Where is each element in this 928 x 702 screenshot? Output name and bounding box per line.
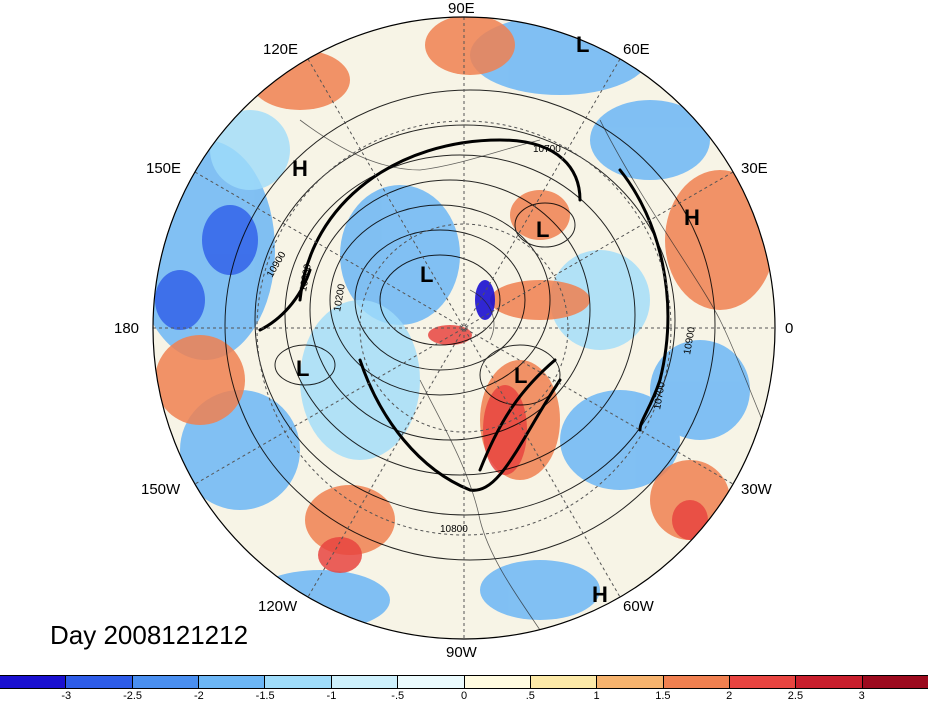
colorbar-tick-label: 2 xyxy=(726,690,733,702)
colorbar-segment xyxy=(265,676,332,688)
colorbar-tick-label: 3 xyxy=(858,690,865,702)
contour-label: 10700 xyxy=(533,144,561,155)
lon-label-180: 180 xyxy=(114,320,140,337)
pressure-centers: L L L L L H H H xyxy=(292,32,700,607)
lon-label-120e: 120E xyxy=(263,41,299,58)
high-center-east: H xyxy=(684,205,700,230)
colorbar-tick-label: -3 xyxy=(61,690,72,702)
colorbar-segment xyxy=(862,676,928,688)
colorbar-tick-label: -1.5 xyxy=(255,690,275,702)
contour-label: 10800 xyxy=(298,263,314,293)
colorbar-segment xyxy=(729,676,797,688)
day-label: Day 2008121212 xyxy=(50,620,249,650)
colorbar-tick-label: 1.5 xyxy=(655,690,671,702)
lon-label-0: 0 xyxy=(785,320,794,337)
lon-label-150w: 150W xyxy=(141,481,181,498)
lon-label-60e: 60E xyxy=(623,41,650,58)
colorbar-tick-label: -2 xyxy=(193,690,204,702)
lon-label-120w: 120W xyxy=(258,598,298,615)
lon-label-30e: 30E xyxy=(741,160,768,177)
lon-label-90e: 90E xyxy=(448,0,475,17)
colorbar-tick-label: 1 xyxy=(593,690,600,702)
low-center-polar: L xyxy=(420,262,433,287)
colorbar-segment xyxy=(530,676,598,688)
colorbar xyxy=(0,675,928,689)
contour-label: 10200 xyxy=(332,283,348,313)
low-center-pacific: L xyxy=(296,356,309,381)
low-center-europe: L xyxy=(536,217,549,242)
colorbar-segment xyxy=(66,676,133,688)
contour-label: 10800 xyxy=(440,524,468,535)
colorbar-segment xyxy=(663,676,730,688)
polar-map: L L L L L H H H 10700 10900 10800 10200 … xyxy=(152,16,776,640)
high-center-asia: H xyxy=(292,156,308,181)
lon-label-60w: 60W xyxy=(623,598,654,615)
low-center-atlantic: L xyxy=(514,363,527,388)
colorbar-tick-label: 2.5 xyxy=(787,690,804,702)
colorbar-segment xyxy=(398,676,465,688)
colorbar-segment xyxy=(0,676,67,688)
lon-label-90w: 90W xyxy=(446,644,477,661)
map-boundary xyxy=(152,16,776,640)
graticule xyxy=(153,17,775,639)
colorbar-tick-label: 0 xyxy=(460,690,468,702)
colorbar-segment xyxy=(199,676,266,688)
colorbar-segment xyxy=(597,676,664,688)
colorbar-tick-label: -.5 xyxy=(391,690,405,702)
colorbar-segment xyxy=(331,676,399,688)
colorbar-segment xyxy=(796,676,863,688)
contour-label: 10700 xyxy=(652,381,668,411)
lon-label-30w: 30W xyxy=(741,481,772,498)
colorbar-segment xyxy=(464,676,531,688)
colorbar-tick-label: .5 xyxy=(525,690,535,702)
contour-label: 10900 xyxy=(682,326,698,356)
anomaly-field xyxy=(153,17,775,639)
colorbar-segment xyxy=(132,676,200,688)
colorbar-tick-label: -2.5 xyxy=(123,690,143,702)
high-center-south: H xyxy=(592,582,608,607)
low-center-north: L xyxy=(576,32,589,57)
colorbar-tick-label: -1 xyxy=(326,690,337,702)
lon-label-150e: 150E xyxy=(146,160,182,177)
